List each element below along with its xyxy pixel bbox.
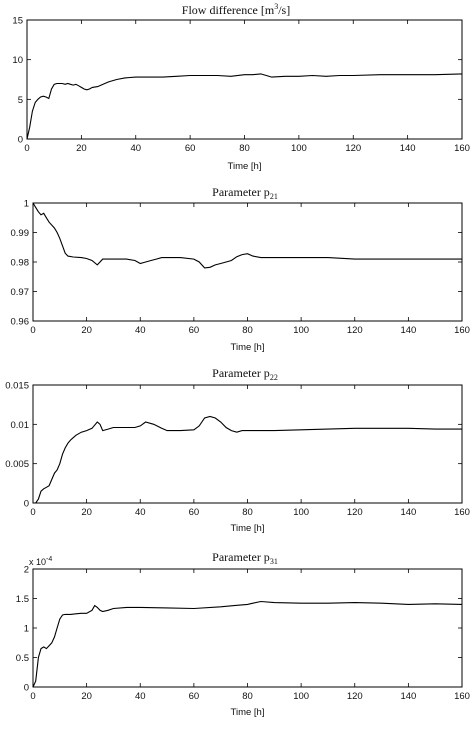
- title-subscript: 31: [270, 557, 278, 566]
- x-tick-label: 80: [239, 143, 250, 154]
- chart-title: Parameter p22: [212, 366, 278, 382]
- x-tick-label: 120: [347, 691, 363, 702]
- x-tick-label: 80: [242, 691, 253, 702]
- x-tick-label: 40: [135, 691, 146, 702]
- x-tick-label: 120: [345, 143, 361, 154]
- x-tick-label: 100: [293, 507, 309, 518]
- title-tail: /s]: [278, 3, 290, 17]
- chart-panel-2: Parameter p21 0 20 40 60 80 100 120 140 160 0.96 0.…: [11, 185, 470, 353]
- x-tick-label: 0: [30, 325, 35, 336]
- x-tick-label: 0: [24, 143, 29, 154]
- x-tick-label: 160: [454, 507, 470, 518]
- x-tick-label: 100: [291, 143, 307, 154]
- y-multiplier-label: x 10-4: [29, 556, 52, 567]
- y-tick-label: 0.99: [11, 228, 30, 239]
- y-tick-label: 0: [18, 135, 23, 146]
- x-tick-label: 100: [293, 325, 309, 336]
- title-main: Flow difference [m: [182, 3, 275, 17]
- chart-panel-1: Flow difference [m3/s]0 20 40 60 80 100 120 140…: [12, 2, 470, 172]
- x-tick-label: 40: [135, 325, 146, 336]
- title-subscript: 21: [270, 192, 278, 201]
- title-subscript: 22: [270, 373, 278, 382]
- y-tick-label: 0.01: [11, 420, 30, 431]
- x-tick-label: 60: [189, 507, 200, 518]
- y-tick-label: 1: [24, 624, 29, 635]
- x-tick-label: 100: [293, 691, 309, 702]
- x-tick-label: 60: [185, 143, 196, 154]
- y-tick-label: 2: [24, 565, 29, 576]
- y-tick-label: 0: [24, 683, 29, 694]
- chart-title: Parameter p21: [212, 185, 278, 201]
- x-tick-label: 80: [242, 507, 253, 518]
- x-tick-label: 160: [454, 325, 470, 336]
- chart-panel-4: Parameter p31 0 20 40 60 80 100 120 140 160 0 0.5 1 1…: [16, 550, 470, 718]
- x-tick-label: 140: [400, 143, 416, 154]
- x-tick-label: 20: [81, 325, 92, 336]
- series-line-1: [26, 73, 463, 140]
- chart-title: Flow difference [m3/s]: [182, 2, 290, 17]
- x-tick-label: 140: [400, 325, 416, 336]
- x-tick-label: 60: [189, 325, 200, 336]
- x-tick-label: 20: [81, 691, 92, 702]
- x-tick-label: 20: [81, 507, 92, 518]
- title-main: Parameter p: [212, 185, 270, 199]
- title-main: Parameter p: [212, 366, 270, 380]
- y-tick-label: 10: [12, 55, 23, 66]
- plot-frame: [32, 568, 463, 688]
- y-tick-label: 0.97: [11, 287, 30, 298]
- series-line-1: [32, 202, 462, 269]
- series-line-1: [32, 600, 463, 688]
- x-axis-label: Time [h]: [228, 161, 262, 172]
- x-axis-label: Time [h]: [231, 342, 265, 353]
- plot-frame: [32, 202, 463, 322]
- chart-title: Parameter p31: [212, 550, 278, 566]
- series-line-1: [33, 415, 462, 504]
- y-tick-label: 15: [12, 16, 23, 27]
- y-tick-label: 0.98: [11, 258, 30, 269]
- x-tick-label: 40: [130, 143, 141, 154]
- x-axis-label: Time [h]: [231, 523, 265, 534]
- title-superscript: 3: [274, 2, 278, 11]
- x-tick-label: 120: [347, 325, 363, 336]
- x-tick-label: 140: [400, 507, 416, 518]
- plot-frame: [26, 19, 463, 140]
- y-tick-label: 1.5: [16, 594, 29, 605]
- x-axis-label: Time [h]: [231, 707, 265, 718]
- y-tick-label: 0.005: [5, 459, 29, 470]
- multiplier-base: x 10: [29, 557, 46, 567]
- plot-frame: [32, 384, 463, 504]
- y-tick-label: 5: [18, 95, 23, 106]
- x-tick-label: 60: [189, 691, 200, 702]
- x-tick-label: 160: [454, 691, 470, 702]
- x-tick-label: 140: [400, 691, 416, 702]
- x-tick-label: 40: [135, 507, 146, 518]
- title-main: Parameter p: [212, 550, 270, 564]
- y-tick-label: 0: [24, 499, 29, 510]
- x-tick-label: 120: [347, 507, 363, 518]
- y-tick-label: 0.5: [16, 653, 29, 664]
- y-tick-label: 0.96: [11, 317, 30, 328]
- y-tick-label: 0.015: [5, 381, 29, 392]
- x-tick-label: 80: [242, 325, 253, 336]
- x-tick-label: 0: [30, 507, 35, 518]
- x-tick-label: 160: [454, 143, 470, 154]
- x-tick-label: 0: [30, 691, 35, 702]
- chart-panel-3: Parameter p22 0 20 40 60 80 100 120 140 160 0 0.005…: [5, 366, 470, 534]
- multiplier-exponent: -4: [46, 556, 52, 563]
- y-tick-label: 1: [24, 199, 29, 210]
- x-tick-label: 20: [76, 143, 87, 154]
